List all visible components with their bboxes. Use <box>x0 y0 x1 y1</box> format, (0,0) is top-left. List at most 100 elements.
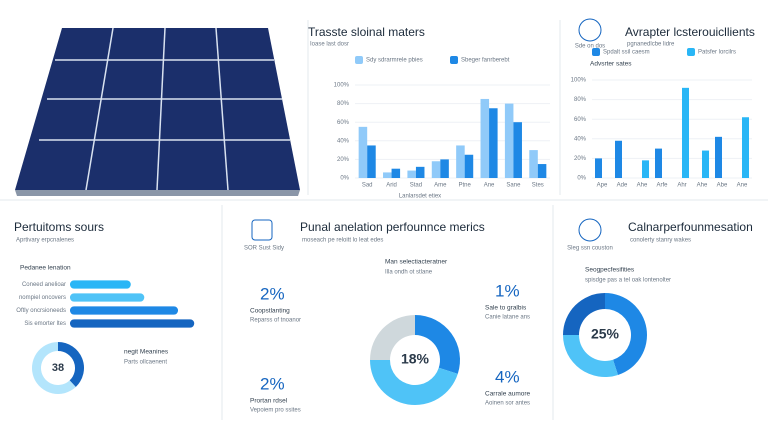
donut-segment <box>563 335 618 377</box>
x-tick-label: Ane <box>484 183 495 189</box>
stat-value: 2% <box>260 284 285 303</box>
bar <box>742 117 749 178</box>
x-tick-label: Ame <box>434 183 447 189</box>
x-tick-label: Stad <box>410 183 422 189</box>
y-tick-label: 40% <box>337 138 350 144</box>
y-tick-label: Sis emorter ltes <box>24 321 66 327</box>
subtitle: Aprtivary erpcnalenes <box>16 238 74 244</box>
subtitle: Ioase last dosr <box>310 42 349 48</box>
x-tick-label: Ptne <box>459 183 472 189</box>
bar <box>529 150 538 178</box>
y-tick-label: 20% <box>337 157 350 163</box>
stat-value: 2% <box>260 374 285 393</box>
x-tick-label: Ane <box>737 183 748 189</box>
title: Punal anelation perfounnce merics <box>300 220 485 234</box>
icon <box>578 18 602 42</box>
donut-center: 25% <box>591 326 620 342</box>
bar <box>383 172 392 178</box>
x-tick-label: Ahe <box>637 183 648 189</box>
stat-value: 4% <box>495 367 520 386</box>
y-tick-label: 60% <box>337 120 350 126</box>
y-tick-label: 0% <box>340 176 349 182</box>
bar <box>642 160 649 178</box>
x-tick-label: Sane <box>506 183 521 189</box>
y-tick-label: 100% <box>334 83 350 89</box>
bar <box>595 158 602 178</box>
bar <box>615 140 622 178</box>
bar <box>70 319 195 328</box>
subtitle: conolerty stanry wakes <box>630 238 691 244</box>
x-tick-label: Arfe <box>656 183 668 189</box>
icon <box>251 219 273 241</box>
legend-swatch <box>592 48 600 56</box>
stat-text: Reparss of tnoanor <box>250 318 301 324</box>
stat-label: Sale to gralbis <box>485 305 527 312</box>
icon-caption: Sde on dos <box>575 44 605 50</box>
bar <box>480 98 490 178</box>
donut-segment <box>563 293 605 335</box>
donut-segment <box>605 293 647 375</box>
icon-caption: Sleg ssn couston <box>567 246 613 252</box>
bar <box>489 108 498 178</box>
bar <box>415 166 425 178</box>
donut-segment <box>370 315 415 360</box>
icon <box>578 218 602 242</box>
bar <box>391 168 401 178</box>
legend-swatch <box>355 56 363 64</box>
bar <box>715 136 722 178</box>
bar <box>70 306 178 315</box>
bar <box>431 161 441 178</box>
bar <box>407 170 416 178</box>
stat-value: 1% <box>495 281 520 300</box>
donut-center: 18% <box>401 351 430 367</box>
bar <box>513 122 522 178</box>
bar <box>702 150 709 178</box>
chart-note: Illa ondh ot stlane <box>385 270 433 276</box>
legend-text: Parts ollcaenent <box>124 360 167 366</box>
bar <box>464 154 474 178</box>
stat-text: Canie latane ans <box>485 315 530 321</box>
x-tick-label: Stes <box>532 183 544 189</box>
legend-label: Sdy sdrarmrele pbies <box>366 58 423 64</box>
bar <box>440 159 449 178</box>
donut-segment <box>31 342 76 395</box>
bar <box>358 126 368 178</box>
stat-text: Vepoiem pro ssites <box>250 408 301 414</box>
x-axis-label: Lanlarsdet etiex <box>399 194 441 200</box>
legend-title: negit Meanines <box>124 349 169 356</box>
donut-segment <box>58 342 84 387</box>
chart-heading: Pedanee lenation <box>20 265 71 272</box>
legend-label: Patsfer lorcilrs <box>698 50 736 56</box>
title: Trasste sloinal maters <box>308 25 425 39</box>
bar <box>456 145 465 178</box>
donut-segment <box>370 360 458 405</box>
x-tick-label: Ahe <box>697 183 708 189</box>
bar <box>367 145 376 178</box>
chart-heading: Advsrter sates <box>590 61 632 68</box>
x-tick-label: Arid <box>386 183 397 189</box>
y-tick-label: 60% <box>574 117 587 123</box>
bar <box>655 148 662 178</box>
y-tick-label: 100% <box>571 78 587 84</box>
y-tick-label: 80% <box>337 101 350 107</box>
bar <box>682 87 689 178</box>
y-tick-label: Coneed anelioar <box>22 282 66 288</box>
x-tick-label: Sad <box>362 183 373 189</box>
legend-swatch <box>450 56 458 64</box>
y-tick-label: nompiel oncovers <box>19 295 66 301</box>
y-tick-label: Oftly oncrsioneeds <box>16 308 66 314</box>
y-tick-label: 0% <box>577 176 586 182</box>
bar <box>537 164 547 178</box>
y-tick-label: 80% <box>574 97 587 103</box>
chart-heading: Man selectiacteratner <box>385 259 448 266</box>
legend-swatch <box>687 48 695 56</box>
chart-note: spisdge pas a tel oak lontenolter <box>585 278 671 284</box>
subtitle: pgnanedlcbe lidre <box>627 42 675 48</box>
solar-panel <box>15 27 300 196</box>
stat-label: Carrale aumore <box>485 391 531 398</box>
icon-caption: SOR Sust Sidy <box>244 246 284 252</box>
stat-label: Coopstlanting <box>250 308 290 315</box>
legend-label: Sbeger fanrberebt <box>461 58 510 64</box>
stat-text: Aoinen sor antes <box>485 401 530 407</box>
